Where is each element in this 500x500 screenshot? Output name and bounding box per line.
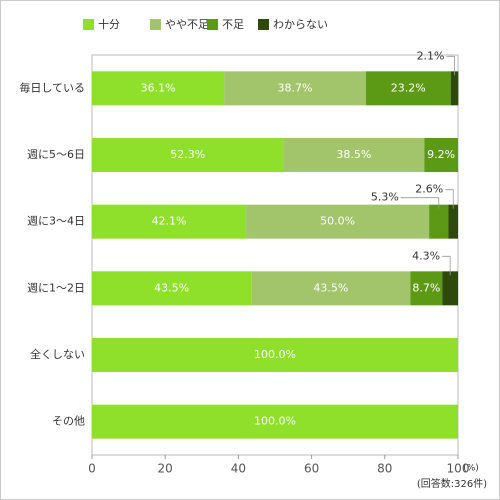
leader-line: [400, 197, 440, 209]
value-label: 38.5%: [336, 148, 371, 161]
bar-segment: [92, 71, 225, 106]
value-label-outside: 2.6%: [415, 183, 443, 196]
value-label: 43.5%: [154, 281, 189, 294]
value-label-outside: 5.3%: [371, 191, 399, 204]
value-label: 43.5%: [313, 281, 348, 294]
category-label: 全くしない: [30, 347, 85, 361]
x-unit: (%): [463, 464, 479, 474]
bar-segment: [92, 338, 458, 372]
bar-segment: [224, 71, 366, 106]
note: (回答数:326件): [417, 477, 487, 490]
category-label: その他: [52, 415, 85, 428]
bar-segment: [424, 138, 458, 172]
leader-line: [442, 255, 451, 276]
category-label: 週に5～6日: [27, 148, 85, 161]
bar-segment: [448, 204, 458, 239]
plot-frame: [91, 54, 459, 456]
bar-segment: [92, 404, 458, 439]
legend-label: 十分: [98, 17, 120, 31]
value-label: 50.0%: [320, 215, 355, 228]
legend-label: わからない: [273, 18, 328, 31]
category-label: 毎日している: [19, 81, 85, 94]
value-label-outside: 4.3%: [412, 249, 440, 262]
value-label: 52.3%: [170, 148, 205, 161]
value-label: 23.2%: [391, 81, 426, 94]
bar-segment: [410, 271, 443, 306]
x-tick-label: 100: [447, 462, 470, 476]
legend-label: やや不足: [165, 18, 209, 31]
bar-segment: [251, 271, 411, 306]
bar-segment: [92, 138, 284, 172]
bar-segment: [429, 204, 449, 239]
bar-segment: [365, 71, 451, 106]
value-label: 8.7%: [412, 281, 440, 294]
bar-segment: [246, 204, 430, 239]
bar-segment: [92, 271, 252, 306]
x-tick-label: 0: [88, 462, 96, 476]
legend-swatch: [150, 19, 161, 30]
legend-label: 不足: [222, 18, 244, 31]
value-label: 100.0%: [254, 415, 296, 428]
x-tick-label: 60: [304, 462, 319, 476]
category-label: 週に1～2日: [27, 281, 85, 294]
bar-segment: [442, 271, 458, 306]
value-label: 42.1%: [152, 215, 187, 228]
bar-segment: [92, 204, 247, 239]
leader-line: [446, 55, 455, 76]
x-tick-label: 40: [231, 462, 246, 476]
value-label: 100.0%: [254, 348, 296, 361]
value-label-outside: 2.1%: [417, 49, 445, 62]
value-label: 9.2%: [427, 148, 455, 161]
x-tick-label: 80: [377, 462, 392, 476]
legend-swatch: [83, 19, 94, 30]
bar-segment: [283, 138, 425, 172]
value-label: 36.1%: [141, 81, 176, 94]
category-label: 週に3～4日: [27, 215, 85, 228]
leader-line: [445, 189, 454, 209]
legend-swatch: [258, 19, 269, 30]
legend-swatch: [207, 19, 218, 30]
value-label: 38.7%: [277, 81, 312, 94]
x-tick-label: 20: [158, 462, 173, 476]
bar-segment: [450, 71, 459, 106]
